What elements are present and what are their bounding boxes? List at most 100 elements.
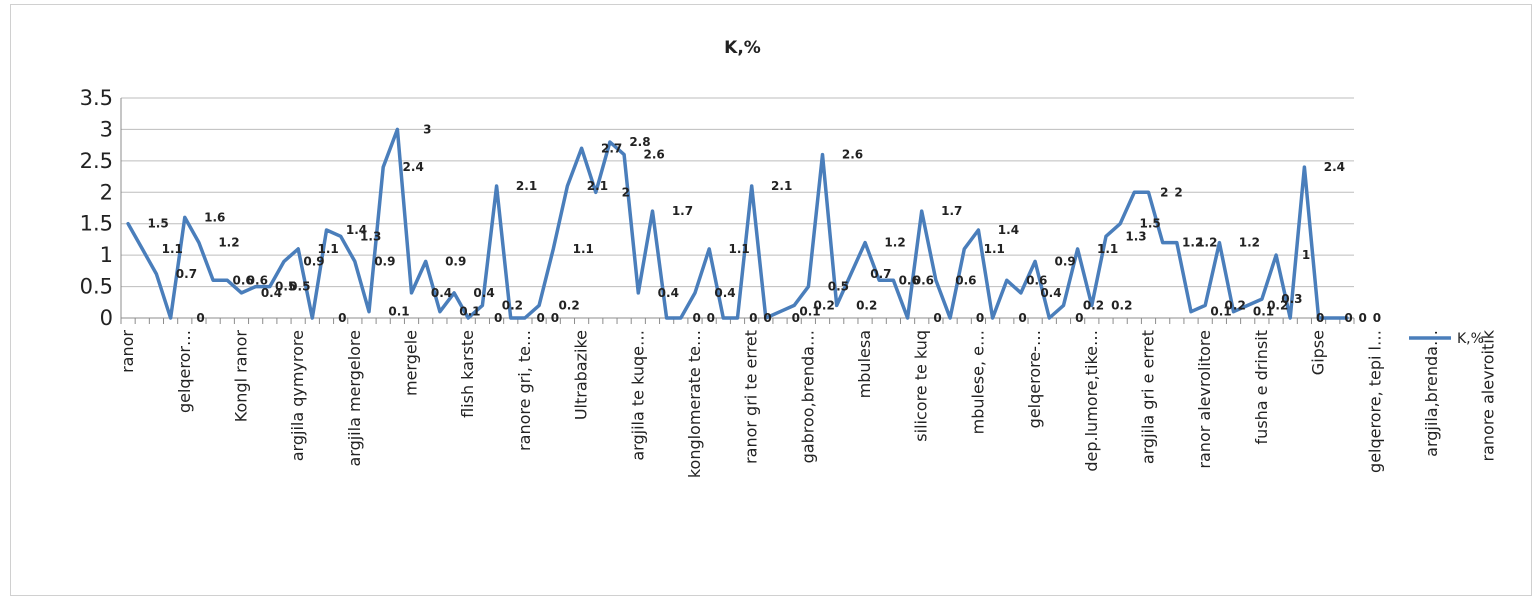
x-tick-label: gabroo,brenda… — [798, 330, 817, 463]
data-label: 0 — [196, 311, 204, 325]
data-label: 0 — [1075, 311, 1083, 325]
x-tick-label: ranor — [118, 330, 137, 373]
x-tick-label: flish karste — [458, 330, 477, 418]
data-label: 0 — [692, 311, 700, 325]
data-label: 0 — [1344, 311, 1352, 325]
data-label: 0.3 — [1281, 292, 1302, 306]
data-label: 0.4 — [658, 286, 679, 300]
data-label: 0 — [707, 311, 715, 325]
data-label: 1.1 — [729, 242, 750, 256]
data-label: 2.8 — [629, 135, 650, 149]
data-label: 0.6 — [899, 273, 920, 287]
legend-label: K,% — [1457, 331, 1484, 347]
x-tick-label: fusha e drinsit — [1252, 330, 1271, 444]
data-label: 0 — [933, 311, 941, 325]
x-tick-label: gelqeror… — [175, 330, 194, 413]
x-tick-label: argjila gri e erret — [1139, 330, 1158, 464]
data-label: 1.4 — [998, 223, 1019, 237]
data-label: 0 — [338, 311, 346, 325]
data-label: 0.2 — [814, 298, 835, 312]
data-label: 1.2 — [1196, 236, 1217, 250]
data-label: 1.4 — [346, 223, 367, 237]
data-label: 0.2 — [502, 298, 523, 312]
data-label: 0.2 — [1267, 298, 1288, 312]
data-label: 1 — [1302, 248, 1310, 262]
data-label: 0 — [1018, 311, 1026, 325]
y-tick-label: 0.5 — [80, 275, 113, 299]
x-tick-label: argjila,brenda… — [1422, 330, 1441, 457]
data-label: 2.1 — [516, 179, 537, 193]
data-label: 2 — [1174, 185, 1182, 199]
data-label: 0 — [537, 311, 545, 325]
y-tick-label: 3.5 — [80, 86, 113, 110]
data-label: 0.4 — [473, 286, 494, 300]
data-label: 0.4 — [431, 286, 452, 300]
data-labels: 1.51.10.701.61.20.60.60.40.50.50.91.101.… — [147, 122, 1381, 325]
data-label: 0.9 — [445, 254, 466, 268]
gridlines — [121, 97, 1354, 319]
data-label: 0.6 — [1026, 273, 1047, 287]
data-label: 0.5 — [828, 280, 849, 294]
data-label: 0 — [551, 311, 559, 325]
data-label: 0.1 — [1253, 305, 1274, 319]
chart-title: K,% — [724, 38, 761, 58]
x-tick-label: ranore alevroitik — [1479, 329, 1498, 461]
x-tick-label: gelqerore, tepi l… — [1365, 330, 1384, 473]
data-label: 1.2 — [218, 236, 239, 250]
x-tick-label: ranor gri te erret — [742, 330, 761, 464]
data-label: 0.6 — [247, 273, 268, 287]
data-label: 0.6 — [232, 273, 253, 287]
data-label: 0.9 — [303, 254, 324, 268]
data-label: 0 — [792, 311, 800, 325]
data-label: 1.2 — [1182, 236, 1203, 250]
x-tick-label: Gipse — [1309, 330, 1328, 375]
x-tick-label: ranor alevrolitore — [1195, 330, 1214, 469]
data-label: 0 — [749, 311, 757, 325]
data-label: 1.7 — [941, 204, 962, 218]
data-label: 2.6 — [643, 148, 664, 162]
x-tick-label: mbulesa — [855, 330, 874, 398]
x-tick-label: gelqerore-… — [1025, 330, 1044, 428]
data-label: 1.1 — [984, 242, 1005, 256]
data-label: 0 — [1373, 311, 1381, 325]
x-tick-label: mbulese, e… — [968, 330, 987, 434]
data-label: 2.1 — [587, 179, 608, 193]
data-label: 0.1 — [459, 305, 480, 319]
data-label: 1.3 — [360, 229, 381, 243]
data-label: 0.2 — [1111, 298, 1132, 312]
x-tick-label: argjila qymyrore — [288, 330, 307, 461]
data-label: 0.1 — [799, 305, 820, 319]
data-label: 1.1 — [1097, 242, 1118, 256]
chart-frame: K,% 0 0.5 1 1.5 2 2.5 3 3.5 ranor gelqeror… Kongl… — [10, 4, 1532, 596]
data-label: 1.1 — [162, 242, 183, 256]
data-label: 1.6 — [204, 210, 225, 224]
data-label: 0 — [494, 311, 502, 325]
legend: K,% — [1409, 331, 1484, 347]
data-label: 0 — [763, 311, 771, 325]
series-line-k — [126, 127, 1349, 320]
data-label: 0 — [1316, 311, 1324, 325]
data-label: 1.5 — [1140, 217, 1161, 231]
data-label: 0.4 — [714, 286, 735, 300]
y-tick-label: 2.5 — [80, 149, 113, 173]
data-label: 1.1 — [573, 242, 594, 256]
data-label: 0.1 — [388, 305, 409, 319]
data-label: 0.4 — [1040, 286, 1061, 300]
data-label: 0.9 — [1054, 254, 1075, 268]
data-label: 1.3 — [1125, 229, 1146, 243]
data-label: 0 — [1359, 311, 1367, 325]
data-label: 2.7 — [601, 141, 622, 155]
x-tick-label: mergele — [402, 330, 421, 396]
data-label: 2 — [1160, 185, 1168, 199]
x-tick-label: konglomerate te… — [685, 330, 704, 478]
data-label: 1.2 — [1239, 236, 1260, 250]
y-tick-label: 1 — [100, 243, 113, 267]
series-layer — [126, 127, 1349, 320]
data-label: 2.4 — [1324, 160, 1345, 174]
x-axis: ranor gelqeror… Kongl ranor argjila qymyror… — [118, 317, 1498, 478]
x-tick-label: argjila mergelore — [345, 330, 364, 467]
x-tick-label: silicore te kuq — [912, 330, 931, 442]
data-label: 0.6 — [955, 273, 976, 287]
data-label: 2 — [622, 185, 630, 199]
y-tick-label: 1.5 — [80, 212, 113, 236]
